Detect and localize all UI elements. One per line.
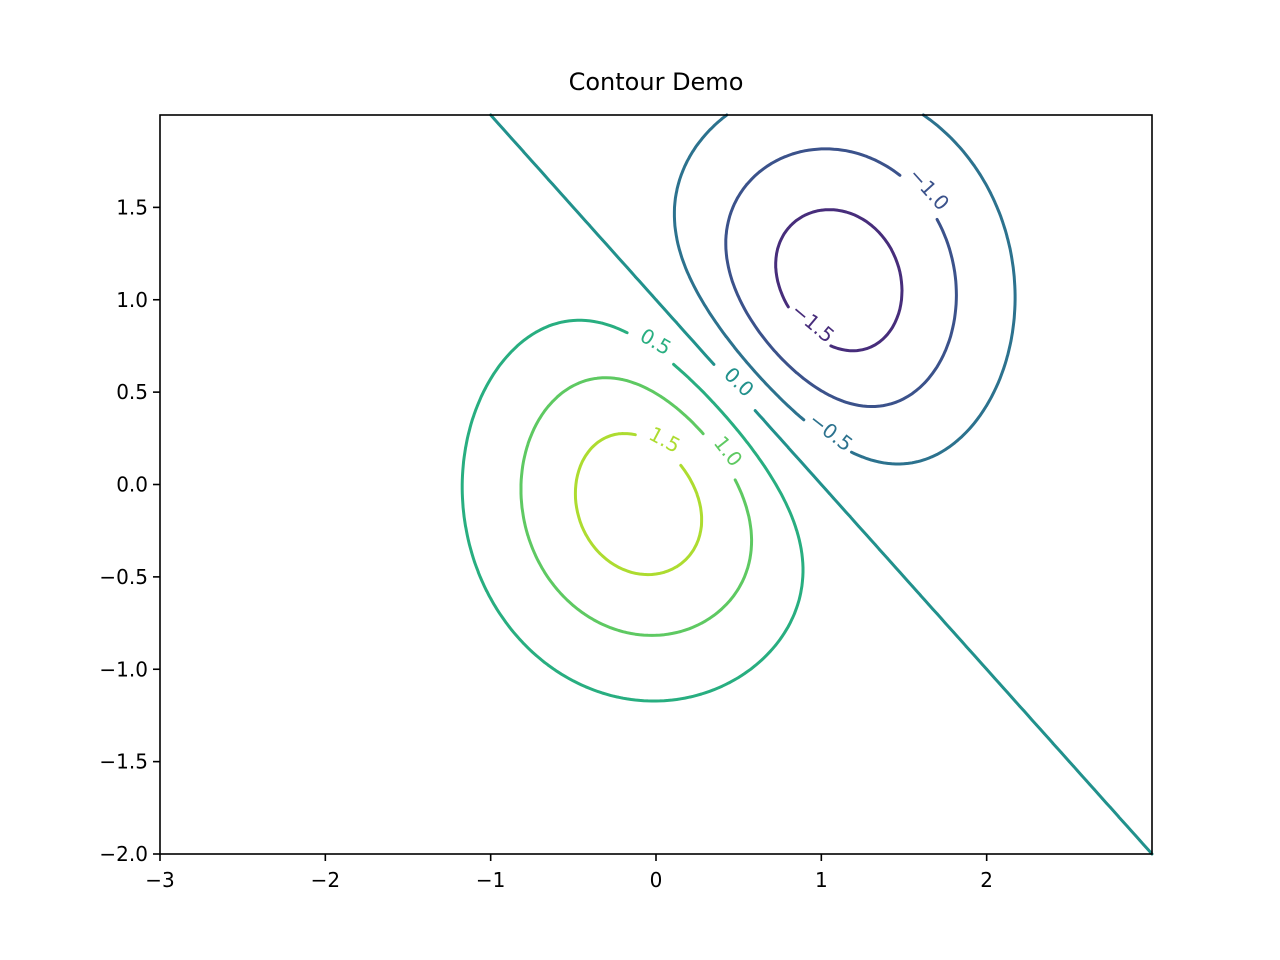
contour-line xyxy=(672,113,1017,466)
contour-line xyxy=(573,432,704,577)
contour-label: 1.5 xyxy=(645,422,684,458)
x-tick-label: 0 xyxy=(650,868,663,892)
y-tick-label: 1.5 xyxy=(116,195,148,219)
contour-label: −0.5 xyxy=(804,407,857,456)
x-tick-label: 2 xyxy=(980,868,993,892)
contour-label: 0.5 xyxy=(636,323,676,360)
x-tick-label: −3 xyxy=(145,868,174,892)
y-tick-label: 0.0 xyxy=(116,473,148,497)
y-tick-label: −2.0 xyxy=(99,842,148,866)
y-tick-label: 0.5 xyxy=(116,380,148,404)
y-tick-label: −1.0 xyxy=(99,657,148,681)
contour-label: −1.0 xyxy=(904,163,954,215)
contour-label: −1.5 xyxy=(787,298,840,348)
y-axis: −2.0 −1.5 −1.0 −0.5 0.0 0.5 1.0 1.5 xyxy=(99,195,160,866)
y-tick-label: −0.5 xyxy=(99,565,148,589)
contour-line xyxy=(489,113,1154,856)
contour-labels: −1.5−1.0−0.50.00.51.01.5 xyxy=(636,163,954,471)
x-tick-label: −2 xyxy=(311,868,340,892)
x-tick-label: −1 xyxy=(476,868,505,892)
contour-line xyxy=(724,147,958,408)
contour-lines xyxy=(460,113,1154,856)
x-tick-label: 1 xyxy=(815,868,828,892)
x-axis: −3 −2 −1 0 1 2 xyxy=(145,854,993,892)
y-tick-label: −1.5 xyxy=(99,750,148,774)
contour-line xyxy=(460,318,805,703)
contour-line xyxy=(519,376,754,637)
contour-line xyxy=(774,208,904,353)
y-tick-label: 1.0 xyxy=(116,288,148,312)
chart-title: Contour Demo xyxy=(568,68,744,96)
